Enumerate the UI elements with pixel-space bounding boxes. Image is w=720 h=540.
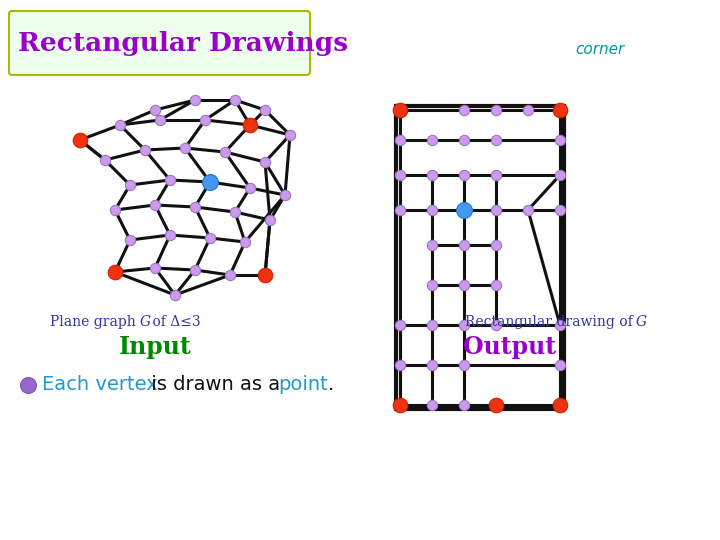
Point: [395, 361, 406, 369]
Point: [458, 171, 469, 179]
Point: [395, 106, 406, 114]
Point: [426, 136, 438, 144]
Point: [224, 271, 235, 279]
Point: [395, 136, 406, 144]
Text: of Δ≤3: of Δ≤3: [148, 315, 201, 329]
Point: [229, 208, 240, 217]
Text: Rectangular drawing of: Rectangular drawing of: [465, 315, 637, 329]
Point: [395, 321, 406, 329]
Point: [109, 206, 121, 214]
Point: [554, 171, 566, 179]
Point: [22, 381, 34, 389]
Point: [490, 401, 502, 409]
Point: [490, 106, 502, 114]
Point: [554, 401, 566, 409]
Point: [259, 158, 271, 166]
Point: [169, 291, 181, 299]
Point: [458, 206, 469, 214]
Text: point: point: [278, 375, 328, 395]
Point: [554, 106, 566, 114]
Point: [554, 136, 566, 144]
Point: [244, 120, 256, 129]
Point: [204, 234, 216, 242]
Point: [554, 206, 566, 214]
Point: [99, 156, 111, 164]
Point: [229, 96, 240, 104]
Point: [189, 266, 201, 274]
Text: G: G: [636, 315, 647, 329]
Point: [284, 131, 296, 139]
Point: [490, 171, 502, 179]
Text: is drawn as a: is drawn as a: [145, 375, 287, 395]
Point: [204, 178, 216, 186]
Point: [458, 241, 469, 249]
Point: [149, 201, 161, 210]
Point: [259, 106, 271, 114]
Point: [74, 136, 86, 144]
Text: G: G: [140, 315, 151, 329]
Text: Input: Input: [119, 335, 192, 359]
FancyBboxPatch shape: [9, 11, 310, 75]
Point: [522, 106, 534, 114]
Point: [458, 361, 469, 369]
Point: [125, 181, 136, 190]
Point: [199, 116, 211, 124]
Point: [179, 144, 191, 152]
Point: [189, 96, 201, 104]
Text: Output: Output: [464, 335, 557, 359]
Point: [244, 184, 256, 192]
Point: [154, 116, 166, 124]
Point: [554, 361, 566, 369]
Point: [458, 401, 469, 409]
Text: Plane graph: Plane graph: [50, 315, 140, 329]
Point: [114, 120, 126, 129]
Point: [458, 321, 469, 329]
Point: [490, 321, 502, 329]
Point: [395, 171, 406, 179]
Point: [426, 171, 438, 179]
Point: [458, 136, 469, 144]
Point: [490, 206, 502, 214]
Point: [426, 241, 438, 249]
Text: Each vertex: Each vertex: [42, 375, 158, 395]
Point: [490, 136, 502, 144]
Point: [149, 264, 161, 272]
Point: [426, 281, 438, 289]
Point: [264, 215, 276, 224]
Point: [490, 241, 502, 249]
Point: [458, 281, 469, 289]
Point: [139, 146, 150, 154]
Point: [279, 191, 291, 199]
Point: [164, 176, 176, 184]
Point: [426, 206, 438, 214]
Point: [426, 321, 438, 329]
Point: [164, 231, 176, 239]
Text: corner: corner: [575, 43, 625, 57]
Point: [522, 206, 534, 214]
Point: [109, 268, 121, 276]
Point: [395, 206, 406, 214]
Point: [426, 361, 438, 369]
Point: [149, 106, 161, 114]
Point: [554, 321, 566, 329]
Point: [125, 235, 136, 244]
Point: [458, 106, 469, 114]
Point: [219, 147, 230, 156]
Point: [239, 238, 251, 246]
Point: [189, 202, 201, 211]
Text: Rectangular Drawings: Rectangular Drawings: [18, 30, 348, 56]
Point: [426, 401, 438, 409]
Text: .: .: [328, 375, 334, 395]
Point: [490, 281, 502, 289]
Point: [259, 271, 271, 279]
Point: [395, 401, 406, 409]
